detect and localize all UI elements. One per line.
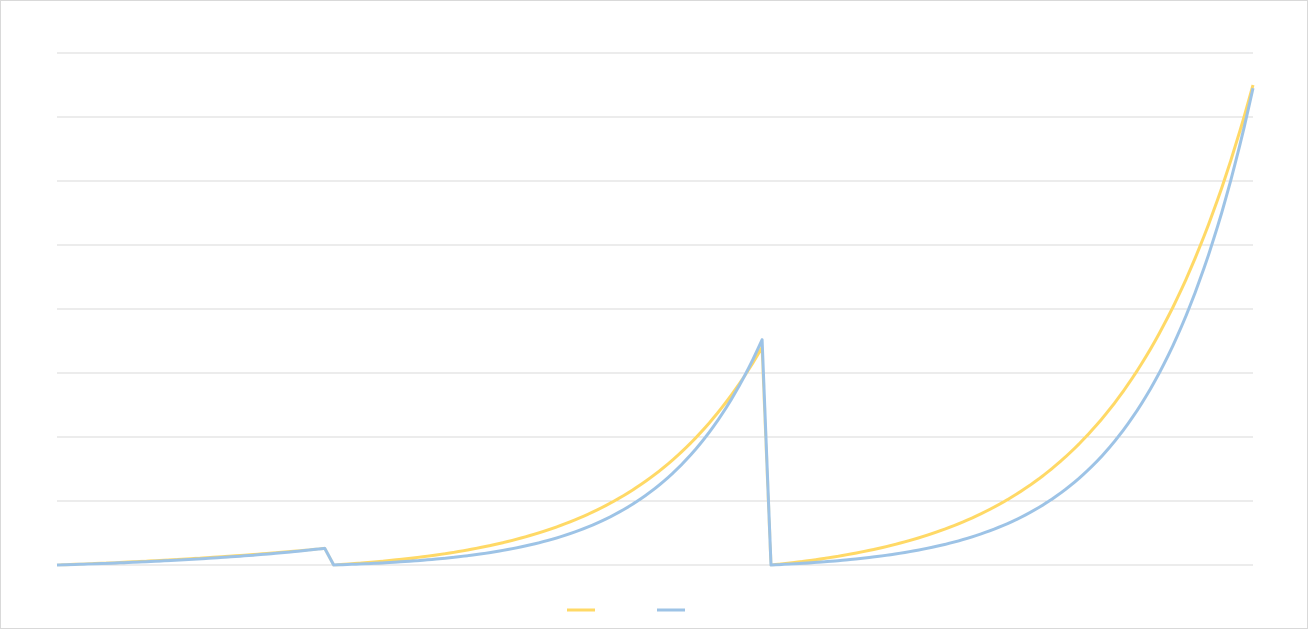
series-lines [56,84,1255,567]
series-line-blue [56,87,1255,567]
gridlines [57,52,1253,566]
series-line-yellow [56,84,1255,567]
